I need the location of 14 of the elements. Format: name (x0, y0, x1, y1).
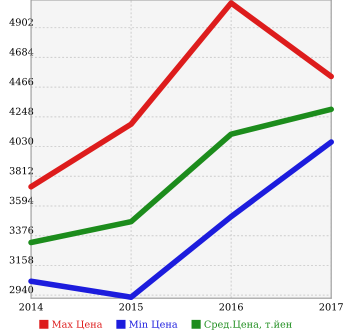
legend-label: Max Цена (52, 320, 102, 330)
y-tick-label: 4030 (9, 137, 34, 145)
legend-label: Min Цена (129, 320, 178, 330)
legend-label: Сред.Цена, т.йен (204, 320, 292, 330)
y-tick-label: 4466 (9, 78, 34, 86)
x-tick-label: 2014 (19, 303, 43, 311)
x-tick-label: 2015 (119, 303, 143, 311)
y-tick-label: 4248 (9, 108, 34, 115)
x-tick-label: 2017 (319, 303, 343, 311)
y-tick-label: 3376 (10, 226, 34, 234)
y-tick-label: 4902 (9, 18, 33, 26)
y-tick-label: 2940 (10, 286, 34, 294)
y-tick-label: 3158 (10, 256, 34, 264)
x-tick-label: 2016 (219, 303, 243, 311)
